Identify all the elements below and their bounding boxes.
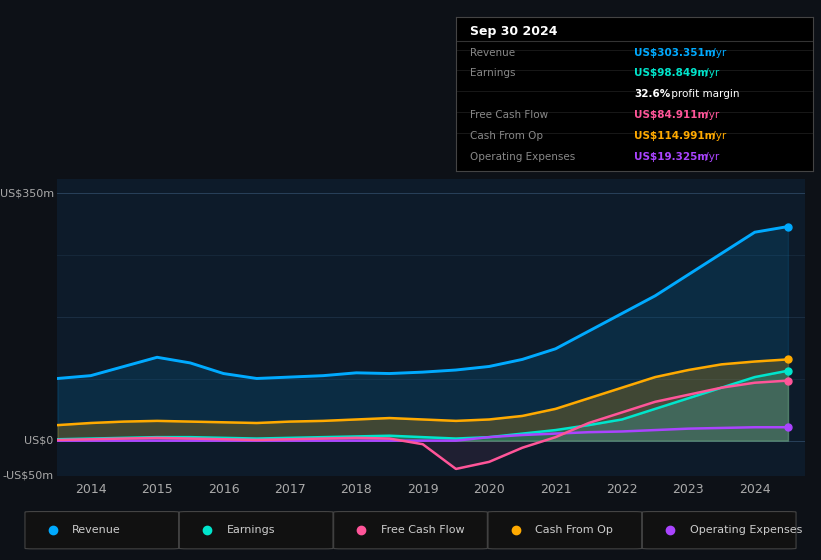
Text: US$19.325m: US$19.325m <box>635 152 709 161</box>
Text: Revenue: Revenue <box>470 48 515 58</box>
Text: Operating Expenses: Operating Expenses <box>470 152 576 161</box>
FancyBboxPatch shape <box>333 512 488 549</box>
Text: Cash From Op: Cash From Op <box>470 131 543 141</box>
Text: US$303.351m: US$303.351m <box>635 48 716 58</box>
Text: Free Cash Flow: Free Cash Flow <box>381 525 465 535</box>
FancyBboxPatch shape <box>25 512 179 549</box>
Text: profit margin: profit margin <box>668 89 740 99</box>
Text: US$0: US$0 <box>25 436 53 446</box>
Text: Revenue: Revenue <box>72 525 121 535</box>
Text: /yr: /yr <box>702 152 719 161</box>
Text: /yr: /yr <box>709 48 726 58</box>
Text: Sep 30 2024: Sep 30 2024 <box>470 25 557 38</box>
Text: Free Cash Flow: Free Cash Flow <box>470 110 548 120</box>
Text: Operating Expenses: Operating Expenses <box>690 525 802 535</box>
FancyBboxPatch shape <box>488 512 642 549</box>
Text: -US$50m: -US$50m <box>2 471 53 481</box>
Text: /yr: /yr <box>702 110 719 120</box>
Text: 32.6%: 32.6% <box>635 89 671 99</box>
Text: Earnings: Earnings <box>227 525 275 535</box>
FancyBboxPatch shape <box>642 512 796 549</box>
Text: US$350m: US$350m <box>0 188 53 198</box>
Text: US$98.849m: US$98.849m <box>635 68 709 78</box>
Text: Earnings: Earnings <box>470 68 516 78</box>
Text: /yr: /yr <box>709 131 726 141</box>
FancyBboxPatch shape <box>179 512 333 549</box>
Text: /yr: /yr <box>702 68 719 78</box>
Text: US$114.991m: US$114.991m <box>635 131 716 141</box>
Text: Cash From Op: Cash From Op <box>535 525 613 535</box>
Text: US$84.911m: US$84.911m <box>635 110 709 120</box>
